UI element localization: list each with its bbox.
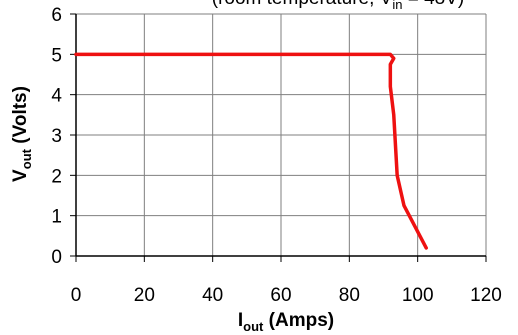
x-axis-title-sub: out [243, 319, 264, 334]
x-tick-label: 120 [470, 285, 502, 306]
x-tick-label: 20 [134, 285, 155, 306]
y-tick-label: 2 [51, 166, 62, 187]
y-tick-label: 1 [51, 207, 62, 228]
x-axis-title: Iout (Amps) [238, 310, 334, 334]
y-tick-label: 6 [51, 5, 62, 26]
x-axis-title-main: I [238, 310, 243, 331]
y-tick-label: 4 [51, 86, 62, 107]
y-tick-label: 3 [51, 126, 62, 147]
x-tick-label: 80 [339, 285, 360, 306]
y-axis-title-tail: (Volts) [10, 86, 31, 149]
x-tick-label: 60 [270, 285, 291, 306]
x-tick-label: 40 [202, 285, 223, 306]
series-line [74, 52, 428, 250]
x-tick-label: 100 [402, 285, 434, 306]
x-axis-title-tail: (Amps) [263, 310, 334, 331]
chart-title-sub: in [392, 0, 402, 12]
y-tick-label: 5 [51, 45, 62, 66]
y-axis-title-sub: out [19, 148, 34, 169]
y-tick-label: 0 [51, 247, 62, 268]
series [74, 52, 428, 250]
y-axis-title-main: V [10, 169, 31, 182]
chart-title-main: (room temperature, V [212, 0, 393, 9]
x-tick-label: 0 [71, 285, 82, 306]
y-axis-title: Vout (Volts) [10, 86, 34, 182]
axes [70, 13, 487, 262]
grid [75, 13, 487, 257]
chart-title: (room temperature, Vin = 48V) [212, 0, 465, 12]
chart-title-tail: = 48V) [402, 0, 464, 9]
